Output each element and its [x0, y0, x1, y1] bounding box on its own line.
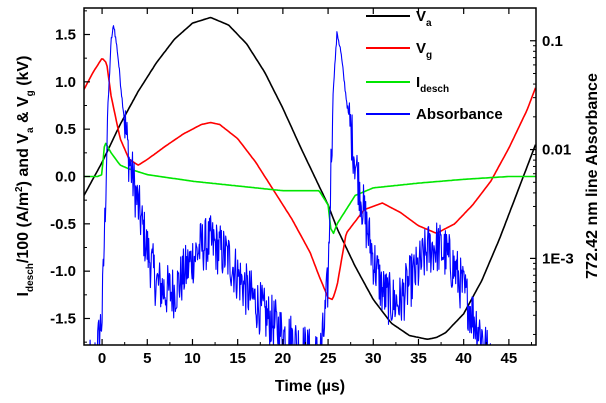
legend-label: Va [416, 8, 432, 29]
series-line-0 [84, 16, 536, 340]
y-right-tick-label: 0.1 [542, 33, 563, 50]
series-line-2 [84, 142, 536, 235]
y-axis-right-title: 772.42 nm line Absorbance [584, 73, 601, 279]
series-line-1 [84, 58, 536, 301]
y-axis-left: -1.5 -1.0 -0.5 0.0 0.5 1.0 1.5 [50, 10, 90, 343]
x-axis: 0 5 10 15 20 25 30 35 40 45 [98, 8, 532, 367]
series-layer [84, 16, 536, 345]
legend: Va Vg Idesch Absorbance [366, 8, 503, 123]
y-right-tick-label: 0.01 [542, 142, 571, 159]
x-tick-label: 25 [320, 350, 337, 367]
legend-label: Vg [416, 40, 432, 61]
series-line-3 [89, 25, 491, 345]
y-tick-label: 1.0 [55, 74, 76, 91]
x-tick-label: 45 [501, 350, 518, 367]
y-tick-label: 1.5 [55, 27, 76, 44]
y-tick-label: -1.5 [50, 310, 76, 327]
y-tick-label: -1.0 [50, 263, 76, 280]
x-tick-label: 5 [143, 350, 151, 367]
y-tick-label: -0.5 [50, 216, 76, 233]
legend-label: Absorbance [416, 106, 503, 123]
x-tick-label: 35 [410, 350, 427, 367]
y-axis-left-title: Idesch/100 (A/m2) and Va & Vg (kV) [14, 56, 36, 297]
y-tick-label: 0.0 [55, 169, 76, 186]
x-tick-label: 20 [275, 350, 292, 367]
x-tick-label: 40 [455, 350, 472, 367]
y-axis-right: 0.1 0.01 1E-3 [530, 7, 574, 335]
y-right-tick-label: 1E-3 [542, 250, 574, 267]
legend-label: Idesch [416, 74, 449, 95]
x-tick-label: 0 [98, 350, 106, 367]
x-tick-label: 10 [184, 350, 201, 367]
x-axis-title: Time (µs) [275, 378, 345, 395]
x-tick-label: 30 [365, 350, 382, 367]
x-tick-label: 15 [229, 350, 246, 367]
y-tick-label: 0.5 [55, 121, 76, 138]
